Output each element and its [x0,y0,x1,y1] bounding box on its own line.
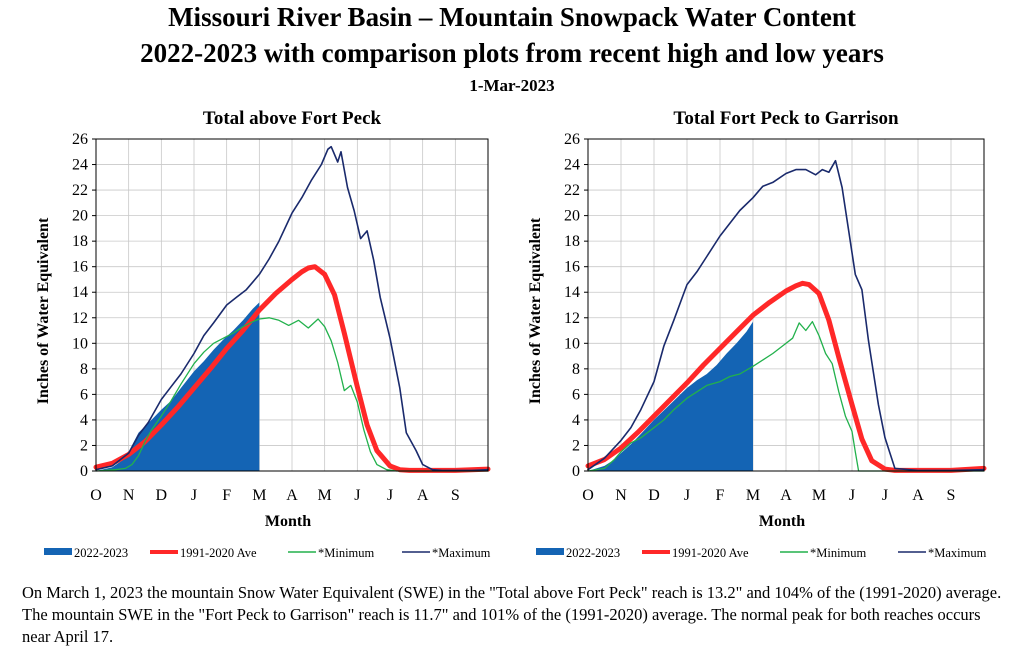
x-tick-label: J [354,487,360,504]
plot-border [587,138,985,472]
legend-label: 2022-2023 [566,546,620,560]
series-line-maximum [95,145,489,472]
chart-title: Total Fort Peck to Garrison [673,108,899,129]
x-tick-label: J [684,487,690,504]
y-tick-label: 12 [72,310,88,327]
legend-label: 1991-2020 Ave [180,546,257,560]
x-tick-label: M [746,487,760,504]
y-tick-label: 2 [572,437,580,454]
y-tick-label: 8 [80,361,88,378]
y-tick-label: 8 [572,361,580,378]
y-tick-label: 0 [80,463,88,480]
x-tick-label: S [947,487,956,504]
y-tick-label: 16 [72,259,88,276]
legend-label: 1991-2020 Ave [672,546,749,560]
legend: 2022-2023 1991-2020 Ave *Minimum *Maximum [44,546,491,560]
x-tick-label: J [191,487,197,504]
x-axis-label: Month [265,513,311,530]
y-tick-label: 6 [572,386,580,403]
x-tick-label: A [286,487,298,504]
chart-2: Total Fort Peck to Garrison0246810121416… [527,108,987,560]
x-tick-label: J [882,487,888,504]
legend-label: *Minimum [318,546,375,560]
x-tick-label: A [780,487,792,504]
legend-swatch [536,548,564,555]
x-tick-label: O [582,487,594,504]
y-tick-label: 26 [72,131,88,148]
page-subtitle: 2022-2023 with comparison plots from rec… [140,38,884,68]
y-tick-label: 18 [72,233,88,250]
x-tick-label: N [615,487,627,504]
y-tick-label: 4 [80,412,88,429]
y-tick-label: 26 [564,131,580,148]
y-tick-label: 24 [564,157,580,174]
series-line-1991-2020-ave [93,264,491,473]
y-axis-label: Inches of Water Equivalent [35,217,52,404]
legend-label: *Maximum [432,546,491,560]
legend-swatch [44,548,72,555]
chart-title: Total above Fort Peck [203,108,382,129]
series-line-minimum [95,317,489,472]
x-tick-label: A [417,487,429,504]
x-tick-label: F [222,487,231,504]
x-tick-label: F [716,487,725,504]
x-tick-label: J [387,487,393,504]
y-tick-label: 12 [564,310,580,327]
y-tick-label: 22 [72,182,88,199]
series-area-2022-2023 [588,321,753,471]
x-tick-label: M [252,487,266,504]
x-tick-label: D [648,487,660,504]
legend-label: *Minimum [810,546,867,560]
y-tick-label: 22 [564,182,580,199]
report-date: 1-Mar-2023 [469,76,555,95]
legend-label: *Maximum [928,546,987,560]
legend-label: 2022-2023 [74,546,128,560]
x-tick-label: D [156,487,168,504]
series-line-1991-2020-ave [585,280,987,473]
plot-border [95,138,489,472]
y-tick-label: 14 [564,284,580,301]
y-tick-label: 4 [572,412,580,429]
y-tick-label: 6 [80,386,88,403]
x-tick-label: S [451,487,460,504]
y-tick-label: 10 [564,335,580,352]
y-tick-label: 16 [564,259,580,276]
chart-1: Total above Fort Peck0246810121416182022… [35,108,491,560]
series-line-minimum [587,320,985,472]
y-tick-label: 20 [564,208,580,225]
y-tick-label: 2 [80,437,88,454]
y-axis-label: Inches of Water Equivalent [527,217,544,404]
y-tick-label: 20 [72,208,88,225]
x-tick-label: A [912,487,924,504]
x-tick-label: M [812,487,826,504]
x-tick-label: O [90,487,102,504]
y-tick-label: 10 [72,335,88,352]
x-tick-label: N [123,487,135,504]
y-tick-label: 24 [72,157,88,174]
series-area-2022-2023 [96,302,260,471]
x-axis-label: Month [759,513,805,530]
x-tick-label: M [318,487,332,504]
legend: 2022-2023 1991-2020 Ave *Minimum *Maximum [536,546,987,560]
series-line-maximum [587,159,985,472]
y-tick-label: 14 [72,284,88,301]
page-title: Missouri River Basin – Mountain Snowpack… [168,2,856,32]
x-tick-label: J [849,487,855,504]
summary-caption: On March 1, 2023 the mountain Snow Water… [22,583,1002,646]
y-tick-label: 0 [572,463,580,480]
y-tick-label: 18 [564,233,580,250]
